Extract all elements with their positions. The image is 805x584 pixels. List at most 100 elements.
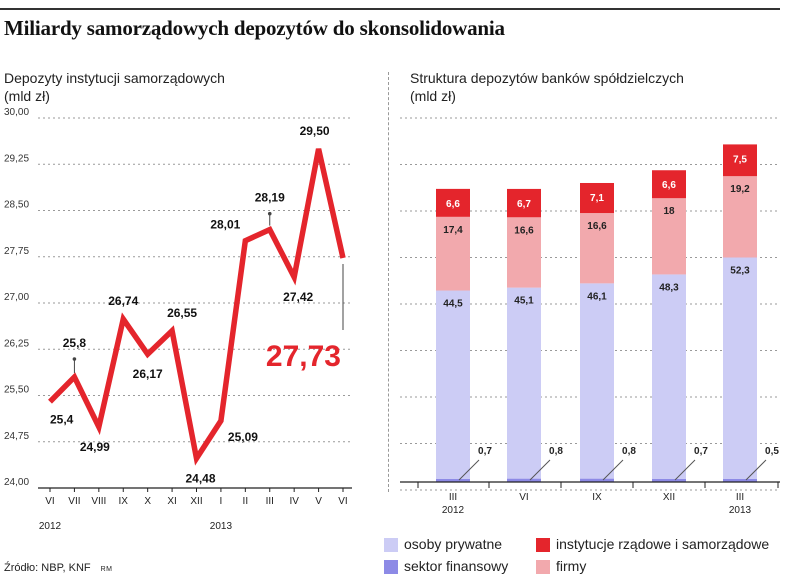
x-tick-label: V (315, 496, 322, 507)
bar-value-label: 0,8 (622, 446, 636, 457)
right-chart-subtitle: Struktura depozytów banków spółdzielczyc… (410, 70, 684, 104)
bar-value-label: 44,5 (443, 299, 463, 310)
bar-segment-sektor-finansowy (580, 478, 614, 482)
bar-segment-osoby-prywatne (436, 290, 470, 479)
source-text: Źródło: NBP, KNF (4, 562, 91, 574)
legend-swatch-sektor-finansowy (384, 560, 398, 574)
label-leader (529, 459, 551, 481)
y-tick-label: 27,75 (4, 246, 29, 257)
bar-value-label: 6,6 (446, 199, 460, 210)
x-tick-label: III (449, 492, 457, 503)
bar-value-label: 7,5 (733, 154, 747, 165)
bar-segment-osoby-prywatne (507, 287, 541, 479)
bar-value-label: 0,5 (765, 446, 779, 457)
y-tick-label: 29,25 (4, 153, 29, 164)
bar-segment-instytucje (723, 144, 757, 177)
x-year-label: 2012 (442, 505, 465, 516)
x-tick-label: VI (45, 496, 54, 507)
data-label: 27,42 (283, 290, 313, 304)
legend-swatch-instytucje (536, 538, 550, 552)
bar-value-label: 6,7 (517, 199, 531, 210)
bar-value-label: 6,6 (662, 180, 676, 191)
x-tick-label: III (736, 492, 744, 503)
data-label: 28,19 (255, 191, 285, 205)
bar-value-label: 0,8 (549, 446, 563, 457)
x-year-label: 2012 (39, 521, 62, 532)
bar-value-label: 16,6 (514, 225, 534, 236)
page-title: Miliardy samorządowych depozytów do skon… (4, 16, 505, 40)
bar-segment-instytucje (652, 170, 686, 199)
bar-value-label: 18 (663, 206, 675, 217)
legend-label-osoby-prywatne: osoby prywatne (404, 536, 503, 552)
bar-segment-firmy (507, 217, 541, 288)
label-leader (745, 459, 767, 481)
author-initials: RM (100, 566, 113, 573)
x-year-label: 2013 (210, 521, 233, 532)
leader-dot (72, 357, 77, 361)
highlight-value-label: 27,73 (266, 340, 341, 373)
bar-segment-instytucje (436, 188, 470, 217)
y-tick-label: 27,00 (4, 292, 29, 303)
bar-segment-osoby-prywatne (652, 274, 686, 479)
leader-dot (267, 211, 272, 216)
bar-value-label: 0,7 (478, 446, 492, 457)
bar-segment-firmy (436, 216, 470, 291)
x-tick-label: VII (68, 496, 80, 507)
x-tick-label: VI (519, 492, 528, 503)
legend-label-instytucje: instytucje rządowe i samorządowe (556, 536, 770, 552)
x-tick-label: IX (592, 492, 602, 503)
x-tick-label: XII (663, 492, 675, 503)
bar-segment-firmy (723, 176, 757, 258)
bar-value-label: 7,1 (590, 193, 604, 204)
data-label: 25,4 (50, 413, 74, 427)
data-label: 26,55 (167, 306, 197, 320)
chart-divider (388, 72, 389, 492)
bar-value-label: 52,3 (730, 265, 750, 276)
data-label: 26,74 (108, 294, 138, 308)
y-tick-label: 28,50 (4, 200, 29, 211)
bar-segment-sektor-finansowy (436, 479, 470, 482)
x-tick-label: VI (338, 496, 347, 507)
y-tick-label: 24,75 (4, 431, 29, 442)
x-tick-label: X (144, 496, 151, 507)
x-tick-label: IX (119, 496, 129, 507)
bar-segment-sektor-finansowy (507, 478, 541, 482)
bar-value-label: 19,2 (730, 184, 750, 195)
x-tick-label: XII (190, 496, 202, 507)
bar-segment-instytucje (580, 182, 614, 214)
x-tick-label: I (220, 496, 223, 507)
bar-segment-osoby-prywatne (580, 283, 614, 479)
y-tick-label: 26,25 (4, 338, 29, 349)
legend-label-firmy: firmy (556, 558, 587, 574)
x-year-label: 2013 (729, 505, 752, 516)
y-tick-label: 30,00 (4, 107, 29, 118)
bar-segment-firmy (580, 213, 614, 284)
bar-value-label: 17,4 (443, 225, 463, 236)
label-leader (674, 459, 696, 481)
data-label: 25,09 (228, 430, 258, 444)
bar-segment-sektor-finansowy (723, 479, 757, 482)
data-label: 24,99 (80, 440, 110, 454)
y-tick-label: 25,50 (4, 385, 29, 396)
bar-segment-sektor-finansowy (652, 479, 686, 482)
x-tick-label: II (243, 496, 249, 507)
data-label: 29,50 (300, 124, 330, 138)
label-leader (602, 459, 624, 481)
bar-value-label: 16,6 (587, 221, 607, 232)
left-chart-subtitle: Depozyty instytucji samorządowych (mld z… (4, 70, 225, 104)
bar-value-label: 0,7 (694, 446, 708, 457)
x-tick-label: IV (289, 496, 299, 507)
data-label: 26,17 (133, 367, 163, 381)
y-tick-label: 24,00 (4, 477, 29, 488)
legend-swatch-firmy (536, 560, 550, 574)
legend-swatch-osoby-prywatne (384, 538, 398, 552)
data-label: 28,01 (210, 218, 240, 232)
bar-segment-osoby-prywatne (723, 257, 757, 479)
bar-segment-firmy (652, 198, 686, 275)
x-tick-label: XI (167, 496, 176, 507)
bar-value-label: 46,1 (587, 291, 607, 302)
bar-value-label: 48,3 (659, 282, 679, 293)
legend-label-sektor-finansowy: sektor finansowy (404, 558, 509, 574)
label-leader (458, 459, 480, 481)
